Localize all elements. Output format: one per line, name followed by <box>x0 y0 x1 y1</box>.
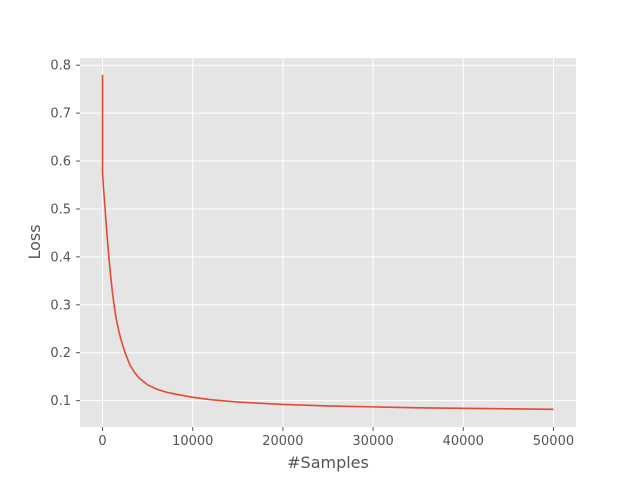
series-group <box>101 74 554 411</box>
plot-area <box>80 58 576 427</box>
y-tick-label: 0.7 <box>50 107 71 122</box>
y-tick-label: 0.8 <box>50 59 71 74</box>
y-tick-label: 0.5 <box>50 202 71 217</box>
x-axis-ticks: 0 10000 20000 30000 40000 50000 <box>98 427 574 449</box>
x-tick-label: 40000 <box>443 434 484 449</box>
y-axis-label: Loss <box>25 224 44 259</box>
x-tick-label: 20000 <box>262 434 303 449</box>
x-tick-label: 30000 <box>352 434 393 449</box>
x-tick-label: 50000 <box>533 434 574 449</box>
loss-series-line <box>101 74 554 411</box>
x-axis-label: #Samples <box>287 453 369 472</box>
y-axis-ticks: 0.1 0.2 0.3 0.4 0.5 0.6 0.7 0.8 <box>50 59 80 409</box>
x-tick-label: 0 <box>98 434 106 449</box>
y-tick-label: 0.6 <box>50 155 71 170</box>
y-tick-label: 0.2 <box>50 346 71 361</box>
y-tick-label: 0.3 <box>50 298 71 313</box>
y-tick-label: 0.4 <box>50 250 71 265</box>
grid-lines <box>80 58 576 427</box>
y-tick-label: 0.1 <box>50 394 71 409</box>
x-tick-label: 10000 <box>172 434 213 449</box>
